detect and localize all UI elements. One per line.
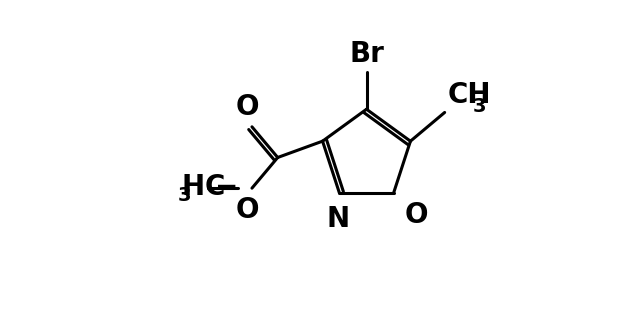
Text: O: O <box>236 93 259 121</box>
Text: C: C <box>205 172 225 201</box>
Text: 3: 3 <box>178 186 191 204</box>
Text: Br: Br <box>349 40 384 68</box>
Text: H: H <box>182 172 205 201</box>
Text: O: O <box>236 196 259 224</box>
Text: 3: 3 <box>472 97 486 116</box>
Text: CH: CH <box>448 81 492 109</box>
Text: O: O <box>404 201 428 228</box>
Text: −: − <box>215 172 239 201</box>
Text: N: N <box>326 205 349 233</box>
